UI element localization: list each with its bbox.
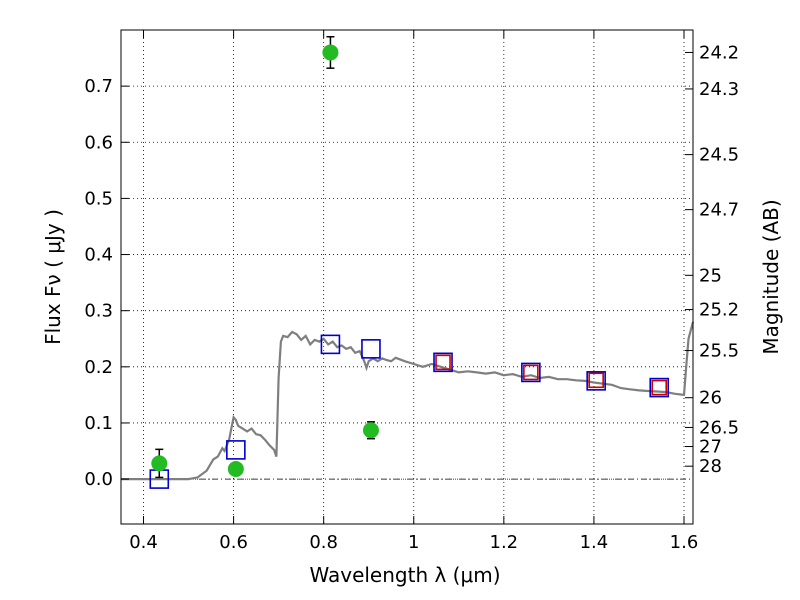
square-marker (586, 371, 606, 391)
right-tick-label: 24.7 (699, 200, 739, 221)
x-tick-label: 0.4 (129, 532, 158, 553)
y-tick-label: 0.0 (84, 469, 113, 490)
right-tick-label: 25.2 (699, 300, 739, 321)
x-tick-label: 1.6 (670, 532, 699, 553)
right-tick-label: 24.3 (699, 79, 739, 100)
square-marker (320, 334, 341, 355)
square-marker (649, 377, 670, 398)
y-tick-label: 0.3 (84, 301, 113, 322)
model-sed-line (121, 321, 695, 481)
y-tick-label: 0.2 (84, 357, 113, 378)
right-tick-label: 24.2 (699, 42, 739, 63)
right-tick-label: 25 (699, 265, 722, 286)
square-marker (588, 372, 604, 389)
square-marker (523, 364, 539, 381)
y-tick-label: 0.7 (84, 76, 113, 97)
data-points-layer (149, 35, 670, 489)
y-tick-label: 0.4 (84, 245, 113, 266)
plot-frame (120, 29, 694, 525)
x-axis-label: Wavelength λ (μm) (309, 563, 500, 587)
y-axis-label: Flux Fν ( μJy ) (41, 209, 65, 345)
right-tick-label: 28 (699, 456, 722, 477)
circle-marker (227, 460, 244, 477)
y-axis-label-right: Magnitude (AB) (759, 199, 783, 354)
axis-ticks: 0.4 0.6 0.8 1 1.2 1.4 1.6 0.0 0.1 0.2 0.3 0.4 0.5 0.6… (84, 30, 739, 553)
x-tick-label: 1.2 (490, 532, 519, 553)
square-marker (361, 339, 381, 359)
right-tick-label: 24.5 (699, 145, 739, 166)
right-tick-label: 25.5 (699, 341, 739, 362)
square-marker (651, 379, 668, 396)
right-tick-label: 26.5 (699, 417, 739, 438)
y-tick-label: 0.6 (84, 132, 113, 153)
circle-marker (151, 455, 168, 472)
circle-marker (362, 422, 379, 439)
grid-lines (121, 30, 693, 524)
right-tick-label: 27 (699, 437, 722, 458)
y-tick-label: 0.5 (84, 188, 113, 209)
square-marker (226, 440, 246, 460)
square-marker (435, 354, 451, 371)
y-tick-label: 0.1 (84, 413, 113, 434)
square-marker (433, 352, 453, 373)
square-marker (521, 362, 541, 383)
circle-marker (322, 44, 339, 61)
x-tick-label: 0.6 (219, 532, 248, 553)
x-tick-label: 0.8 (309, 532, 338, 553)
x-tick-label: 1.4 (580, 532, 609, 553)
x-tick-label: 1 (408, 532, 419, 553)
model-sed-layer (121, 321, 695, 481)
right-tick-label: 26 (699, 388, 722, 409)
